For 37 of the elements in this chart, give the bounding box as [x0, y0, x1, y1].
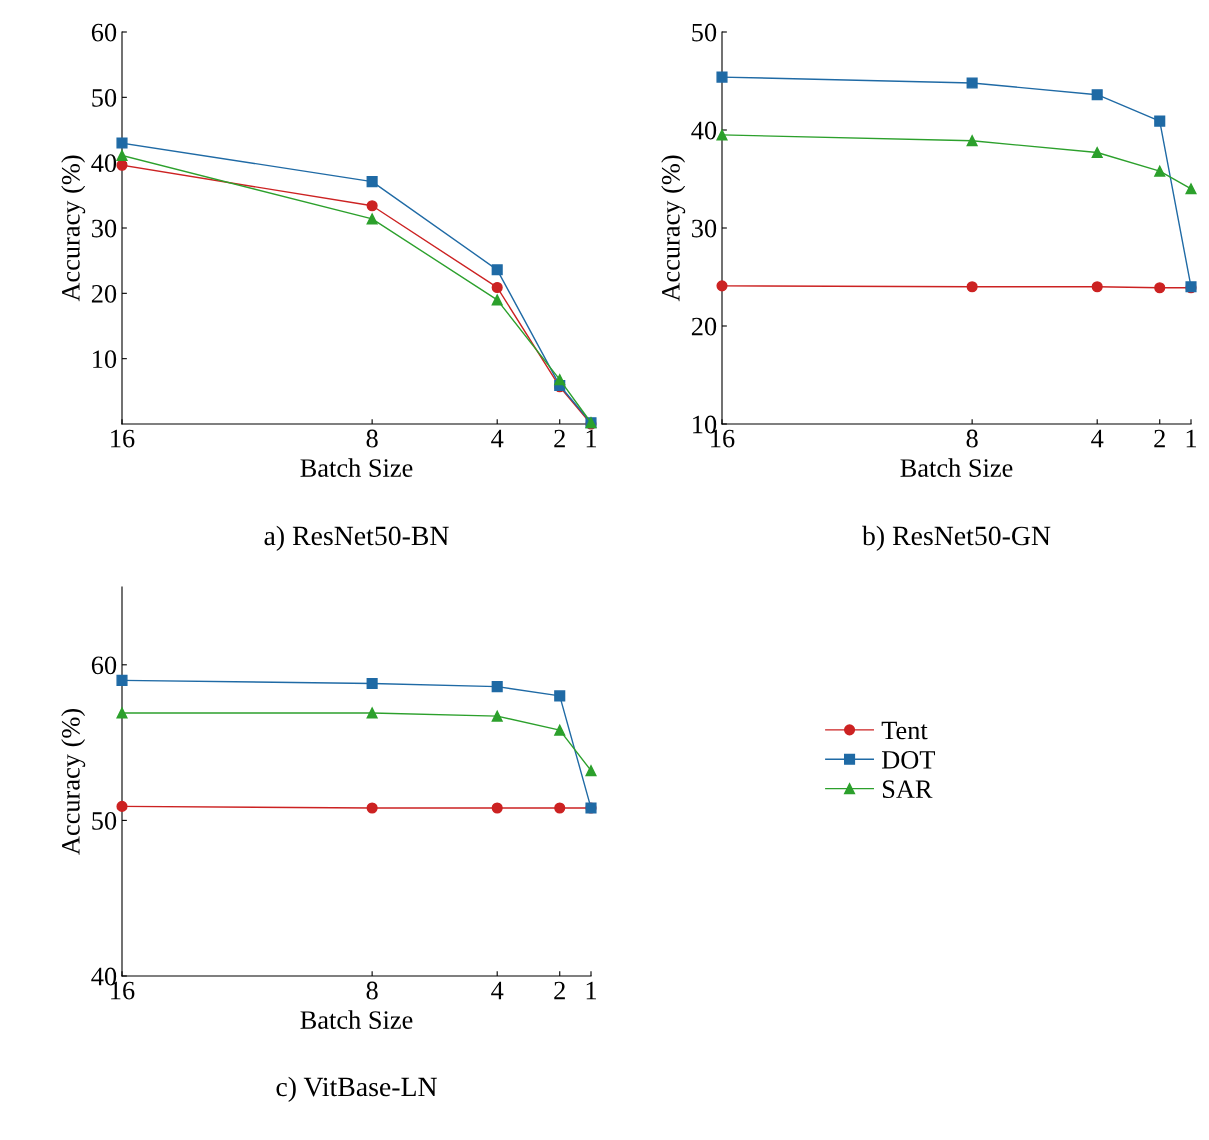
y-tick-label: 60: [91, 23, 117, 42]
y-tick-label: 20: [691, 317, 717, 336]
y-tick-label: 50: [692, 23, 717, 42]
x-tick-label: 16: [111, 429, 135, 448]
y-tick-label: 40: [91, 154, 117, 173]
y-tick-label: 50: [92, 88, 117, 107]
x-tick-label: 4: [491, 429, 504, 448]
x-tick-label: 2: [554, 981, 565, 1000]
x-tick-label: 8: [366, 429, 378, 448]
y-tick-label: 40: [691, 121, 717, 140]
x-tick-label: 1: [1186, 429, 1197, 448]
y-tick-label: 20: [91, 284, 117, 303]
legend-label: SAR: [882, 780, 933, 799]
x-axis-title: Batch Size: [900, 458, 1013, 477]
y-tick-label: 50: [92, 812, 117, 830]
x-tick-label: 2: [554, 429, 565, 448]
x-tick-label: 4: [1091, 429, 1104, 448]
x-tick-label: 8: [366, 981, 378, 1000]
x-axis-title: Batch Size: [300, 1010, 413, 1029]
y-axis-title: Accuracy (%): [61, 155, 86, 302]
y-axis-title: Accuracy (%): [661, 155, 686, 302]
x-tick-label: 1: [586, 981, 597, 1000]
y-axis-title: Accuracy (%): [61, 709, 86, 855]
text: b) ResNet50-GN: [861, 525, 1051, 551]
text: a) ResNet50-BN: [264, 525, 449, 551]
y-tick-label: 10: [93, 350, 117, 369]
legend-label: DOT: [881, 751, 936, 769]
x-tick-label: 8: [966, 429, 978, 448]
x-tick-label: 1: [586, 429, 597, 448]
y-tick-label: 60: [91, 656, 117, 675]
x-axis-title: Batch Size: [300, 458, 413, 477]
x-tick-label: 4: [491, 981, 504, 1000]
y-tick-label: 30: [692, 219, 717, 238]
text: c) VitBase-LN: [276, 1076, 437, 1102]
legend-label: Tent: [881, 721, 928, 740]
x-tick-label: 2: [1154, 429, 1165, 448]
y-tick-label: 30: [92, 219, 117, 238]
